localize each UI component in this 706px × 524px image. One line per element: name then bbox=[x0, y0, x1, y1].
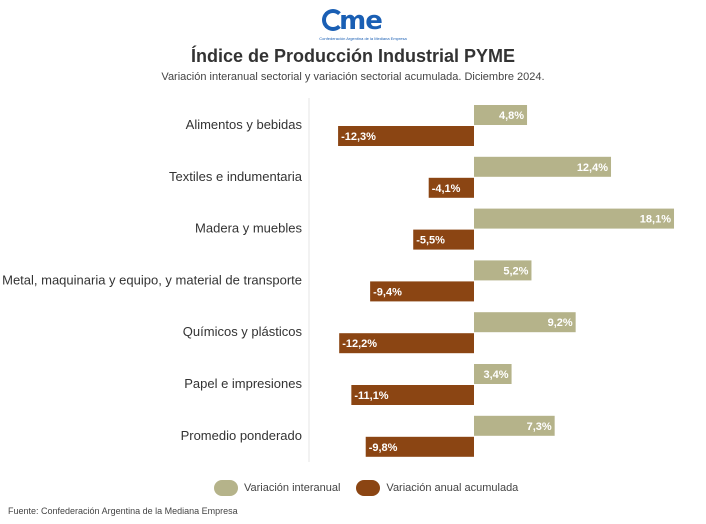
data-label: -5,5% bbox=[416, 235, 445, 247]
data-label: 3,4% bbox=[483, 369, 508, 381]
bar-interanual bbox=[474, 156, 612, 177]
data-label: 18,1% bbox=[640, 214, 671, 226]
data-label: -9,4% bbox=[373, 286, 402, 298]
data-label: -12,2% bbox=[342, 338, 377, 350]
legend-swatch-interanual bbox=[214, 480, 238, 496]
data-label: 5,2% bbox=[503, 265, 528, 277]
data-label: -12,3% bbox=[341, 131, 376, 143]
logo-subtitle: Confederación Argentina de la Mediana Em… bbox=[319, 36, 407, 41]
category-label: Químicos y plásticos bbox=[183, 324, 303, 339]
category-label: Metal, maquinaria y equipo, y material d… bbox=[2, 272, 302, 287]
logo-mark: me bbox=[323, 6, 383, 36]
came-logo: me Confederación Argentina de la Mediana… bbox=[318, 6, 408, 42]
bar-acumulada bbox=[413, 229, 474, 250]
bar-interanual bbox=[474, 415, 555, 436]
legend-swatch-acumulada bbox=[356, 480, 381, 496]
bar-interanual bbox=[474, 208, 675, 229]
bar-interanual bbox=[474, 105, 528, 125]
data-label: -11,1% bbox=[354, 390, 388, 402]
data-label: 12,4% bbox=[577, 162, 608, 174]
data-label: 4,8% bbox=[499, 110, 524, 122]
bar-interanual bbox=[474, 312, 576, 333]
chart-subtitle: Variación interanual sectorial y variaci… bbox=[161, 71, 545, 83]
legend: Variación interanual Variación anual acu… bbox=[214, 480, 518, 496]
data-label: 7,3% bbox=[527, 421, 552, 433]
bar-interanual bbox=[474, 260, 532, 281]
bar-acumulada bbox=[351, 385, 474, 405]
data-label: -4,1% bbox=[432, 183, 461, 195]
chart-title: Índice de Producción Industrial PYME bbox=[190, 46, 516, 66]
legend-label-acumulada: Variación anual acumulada bbox=[386, 482, 519, 494]
bar-acumulada bbox=[428, 177, 474, 198]
category-label: Promedio ponderado bbox=[181, 428, 302, 443]
category-label: Textiles e indumentaria bbox=[169, 169, 303, 184]
legend-label-interanual: Variación interanual bbox=[244, 482, 341, 494]
bar-acumulada bbox=[370, 281, 474, 302]
logo-ring bbox=[322, 9, 344, 31]
bar-acumulada bbox=[339, 333, 474, 354]
bar-acumulada bbox=[338, 126, 474, 146]
bar-interanual bbox=[474, 364, 512, 384]
data-label: -9,8% bbox=[369, 442, 398, 454]
category-label: Madera y muebles bbox=[195, 221, 302, 236]
data-label: 9,2% bbox=[548, 317, 573, 329]
bar-acumulada bbox=[365, 436, 474, 457]
category-label: Alimentos y bebidas bbox=[186, 117, 303, 132]
source-footer: Fuente: Confederación Argentina de la Me… bbox=[8, 506, 238, 516]
category-label: Papel e impresiones bbox=[184, 376, 302, 391]
